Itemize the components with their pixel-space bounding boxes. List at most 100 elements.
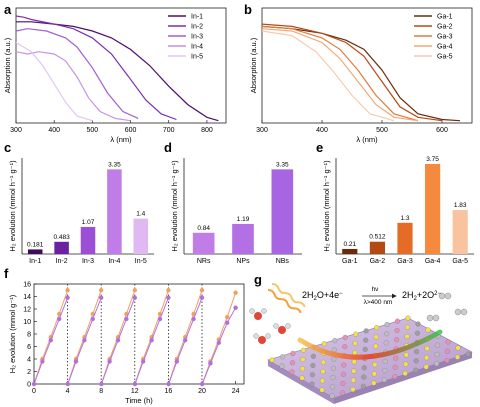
bar-in-1 xyxy=(27,249,43,254)
atom xyxy=(341,362,347,368)
y-tick-label: 10 xyxy=(23,319,31,326)
atom xyxy=(371,371,377,377)
x-tick-label: 500 xyxy=(87,127,99,134)
data-point xyxy=(48,338,53,343)
panel-a-absorption-in: 300 400 500 600 700 800 λ (nm) Absorption (a.u.… xyxy=(3,7,227,144)
panel-label-e: e xyxy=(316,140,323,155)
data-point xyxy=(225,320,230,325)
x-tick-label: In-5 xyxy=(135,258,147,265)
atom xyxy=(425,327,431,333)
atom xyxy=(382,358,388,364)
data-point xyxy=(225,314,230,320)
data-point xyxy=(31,381,37,387)
legend-label: In-2 xyxy=(191,24,203,31)
x-tick-label: 0 xyxy=(32,388,36,395)
x-tick-label: 16 xyxy=(165,388,173,395)
series-line-in-4 xyxy=(15,51,131,122)
data-point xyxy=(124,316,129,322)
atom xyxy=(394,327,400,334)
atom xyxy=(455,345,461,351)
x-tick-label: Ga-2 xyxy=(370,258,386,265)
data-point xyxy=(199,295,205,300)
bar-ga-5 xyxy=(452,210,468,254)
panel-label-b: b xyxy=(244,2,252,17)
equation-condition: λ>400 nm xyxy=(364,299,393,306)
x-tick-label: 300 xyxy=(256,127,268,134)
x-tick-label: 20 xyxy=(198,388,206,395)
panel-label-c: c xyxy=(4,140,11,155)
data-label: 1.07 xyxy=(82,219,95,226)
legend-label: Ga-3 xyxy=(437,34,453,41)
y-tick-label: 8 xyxy=(27,332,31,339)
data-label: 1.3 xyxy=(400,215,409,222)
bar-in-2 xyxy=(54,241,69,254)
y-tick-label: 12 xyxy=(23,307,31,314)
series-line-in-5 xyxy=(15,41,93,122)
atom xyxy=(320,359,326,365)
legend-label: In-5 xyxy=(191,54,203,61)
atom xyxy=(340,380,346,387)
atom xyxy=(374,325,380,331)
atom xyxy=(381,377,387,383)
atom xyxy=(363,337,369,343)
atom xyxy=(352,340,358,346)
legend-label: In-4 xyxy=(191,44,203,51)
atom xyxy=(299,366,306,372)
y-axis-label: H₂ evolution (mmol g⁻¹) xyxy=(8,294,17,373)
plot-frame xyxy=(15,7,227,124)
x-axis-label: Time (h) xyxy=(125,396,153,405)
atom xyxy=(394,318,401,324)
data-point xyxy=(174,359,179,364)
atom xyxy=(414,330,421,336)
y-axis-label: H₂ evolution (mmol h⁻¹ g⁻¹) xyxy=(322,160,331,252)
atom xyxy=(299,375,305,381)
x-tick-label: 600 xyxy=(125,127,137,134)
atom xyxy=(363,328,369,334)
data-label: 0.84 xyxy=(197,225,210,232)
x-tick-label: Ga-5 xyxy=(452,258,468,265)
data-point xyxy=(166,288,171,293)
x-tick-label: In-3 xyxy=(82,258,94,265)
x-tick-label: 12 xyxy=(131,388,139,395)
atom xyxy=(300,347,306,353)
atom xyxy=(330,374,336,381)
atom xyxy=(445,339,451,345)
y-axis-label: H₂ evolution (mmol h⁻¹ g⁻¹) xyxy=(170,160,179,252)
atom xyxy=(309,381,315,387)
atom xyxy=(319,387,325,393)
atom xyxy=(372,362,378,368)
legend-label: Ga-4 xyxy=(437,44,453,51)
data-label: 1.19 xyxy=(237,216,250,223)
panel-c-bar-in: 0.181 In-1 0.483 In-2 1.07 In-3 3.35 In-4 1.4 In-… xyxy=(8,158,154,265)
atom xyxy=(350,386,356,393)
data-point xyxy=(233,290,238,295)
series-line-ga-3 xyxy=(261,25,419,122)
series-line-in-3 xyxy=(15,28,139,119)
data-point xyxy=(132,295,137,300)
data-point xyxy=(99,295,104,300)
atom xyxy=(269,357,275,363)
series-line-ga-2 xyxy=(261,23,443,122)
atom xyxy=(340,371,346,377)
atom xyxy=(310,353,316,359)
x-tick-label: Ga-1 xyxy=(342,258,358,265)
bar-nrs xyxy=(192,232,215,254)
data-point xyxy=(166,295,171,300)
x-tick-label: 4 xyxy=(66,388,70,395)
bar-ga-1 xyxy=(342,248,358,254)
x-tick-label: NRs xyxy=(197,258,211,265)
atom xyxy=(279,354,286,360)
atom xyxy=(383,340,389,346)
atom xyxy=(321,341,327,347)
data-point xyxy=(65,288,70,293)
water-molecules xyxy=(249,308,291,344)
y-tick-label: 14 xyxy=(23,294,31,301)
plot-frame xyxy=(261,7,473,124)
x-tick-label: In-4 xyxy=(108,258,120,265)
x-tick-label: Ga-4 xyxy=(425,258,441,265)
atom xyxy=(342,334,348,340)
data-point xyxy=(99,381,104,387)
atom xyxy=(434,361,440,367)
data-point xyxy=(99,288,104,293)
